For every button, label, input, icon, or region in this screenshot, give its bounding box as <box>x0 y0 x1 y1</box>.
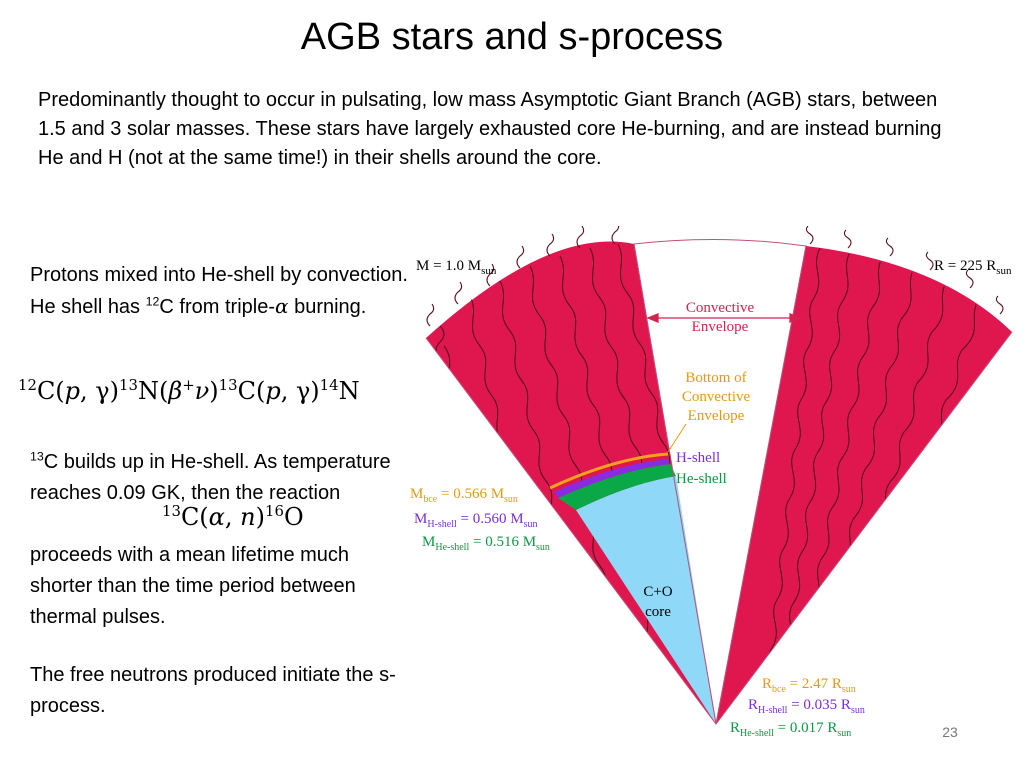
alpha-symbol: α <box>275 294 289 318</box>
eq1-sup-12: 12 <box>18 376 37 394</box>
he-shell-label: He-shell <box>676 471 727 487</box>
eq2-c: C( <box>180 503 209 531</box>
core-label-2: core <box>645 604 671 620</box>
cno-reaction-equation: 12C(p, γ)13N(β+ν)13C(p, γ)14N <box>18 377 360 405</box>
bottom-label-3: Envelope <box>688 408 745 424</box>
eq1-n2: N <box>338 377 360 405</box>
hydrogen-shell <box>554 459 670 498</box>
slide-title: AGB stars and s-process <box>300 16 724 58</box>
eq1-sup-14: 14 <box>319 376 339 394</box>
carbon-oxygen-core <box>576 476 716 724</box>
convective-label-1: Convective <box>686 300 755 316</box>
left-sector-edge <box>633 243 717 725</box>
p2-text-2: proceeds with a mean lifetime much short… <box>30 544 356 628</box>
m-heshell-label: MHe-shell = 0.516 Msun <box>422 534 550 553</box>
mass-label: M = 1.0 Msun <box>416 258 497 277</box>
eq1-p2: p <box>265 377 281 405</box>
eq1-p1: p <box>64 377 81 405</box>
core-label-1: C+O <box>643 584 672 600</box>
m-bce-label: Mbce = 0.566 Msun <box>410 486 518 505</box>
protons-paragraph: Protons mixed into He-shell by convectio… <box>30 260 410 323</box>
c13-alpha-n-equation: 13C(α, n)16O <box>162 503 304 531</box>
convective-envelope-arrow <box>646 313 802 323</box>
eq1-plus: + <box>182 376 195 394</box>
bottom-label-1: Bottom of <box>685 370 746 386</box>
page-number: 23 <box>942 724 958 740</box>
bce-line <box>549 452 669 490</box>
p1-sup: 12 <box>145 294 160 309</box>
m-hshell-label: MH-shell = 0.560 Msun <box>414 511 538 530</box>
eq1-beta: β <box>168 377 183 405</box>
helium-shell <box>558 464 676 510</box>
r-heshell-label: RHe-shell = 0.017 Rsun <box>730 720 851 739</box>
eq2-alpha: α <box>208 503 225 531</box>
eq1-c2: C( <box>237 377 266 405</box>
p2-sup: 13 <box>30 449 44 464</box>
p1-text-2: C from triple- <box>159 296 275 318</box>
outer-wiggles <box>426 226 1004 327</box>
r-bce-label: Rbce = 2.47 Rsun <box>762 676 856 695</box>
h-shell-label: H-shell <box>676 450 720 466</box>
eq1-g1: , γ) <box>80 377 120 405</box>
eq1-nu: ν <box>194 377 210 405</box>
eq1-g2: , γ) <box>280 377 320 405</box>
p2-text-1: C builds up in He-shell. As temperature … <box>30 451 391 504</box>
right-sector-edge <box>715 245 807 725</box>
p1-text-1: Protons mixed into He-shell by convectio… <box>30 264 408 318</box>
bottom-pointer <box>667 423 687 453</box>
eq2-comma: , <box>224 503 241 531</box>
eq1-close: ) <box>209 377 219 405</box>
intro-paragraph: Predominantly thought to occur in pulsat… <box>38 89 942 169</box>
right-envelope-sector <box>716 246 1012 724</box>
r-hshell-label: RH-shell = 0.035 Rsun <box>748 697 865 716</box>
c13-paragraph: 13C builds up in He-shell. As temperatur… <box>30 447 410 633</box>
eq2-sup-13: 13 <box>162 502 181 520</box>
eq1-c1: C( <box>36 377 65 405</box>
neutrons-paragraph: The free neutrons produced initiate the … <box>30 664 396 717</box>
agb-star-structure-diagram: M = 1.0 Msun R = 225 Rsun Convective Env… <box>410 226 1013 739</box>
radius-label: R = 225 Rsun <box>934 258 1012 277</box>
bottom-label-2: Convective <box>682 389 751 405</box>
eq1-sup-13a: 13 <box>119 376 138 394</box>
eq1-n1: N( <box>137 377 169 405</box>
eq2-o: O <box>283 503 304 531</box>
eq1-sup-13b: 13 <box>218 376 238 394</box>
eq2-n: n <box>240 503 256 531</box>
p1-text-3: burning. <box>288 296 367 318</box>
eq2-sup-16: 16 <box>265 502 284 520</box>
convective-label-2: Envelope <box>692 319 749 335</box>
eq2-close: ) <box>255 503 265 531</box>
envelope-gap <box>633 238 807 725</box>
